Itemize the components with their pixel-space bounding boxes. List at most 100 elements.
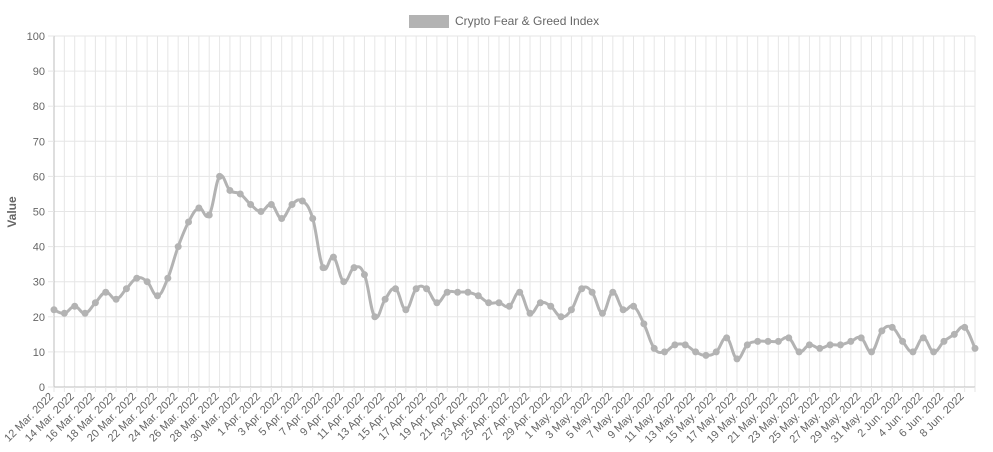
data-point bbox=[878, 327, 886, 335]
data-point bbox=[236, 190, 244, 198]
y-tick-label: 70 bbox=[33, 136, 45, 148]
data-point bbox=[526, 309, 534, 317]
data-point bbox=[71, 302, 79, 310]
data-point bbox=[278, 215, 286, 223]
data-point bbox=[661, 348, 669, 356]
data-point bbox=[143, 278, 151, 286]
data-point bbox=[360, 271, 368, 279]
data-point bbox=[50, 306, 58, 314]
data-point bbox=[774, 337, 782, 345]
data-point bbox=[60, 309, 68, 317]
data-point bbox=[816, 344, 824, 352]
data-point bbox=[971, 344, 979, 352]
data-point bbox=[567, 306, 575, 314]
legend-label[interactable]: Crypto Fear & Greed Index bbox=[455, 14, 599, 28]
data-point bbox=[454, 288, 462, 296]
data-point bbox=[588, 288, 596, 296]
data-point bbox=[464, 288, 472, 296]
data-point bbox=[785, 334, 793, 342]
data-point bbox=[640, 320, 648, 328]
data-point bbox=[423, 285, 431, 293]
data-point bbox=[474, 292, 482, 300]
data-point bbox=[754, 337, 762, 345]
data-point bbox=[619, 306, 627, 314]
data-point bbox=[133, 274, 141, 282]
data-point bbox=[205, 211, 213, 219]
data-point bbox=[930, 348, 938, 356]
data-point bbox=[402, 306, 410, 314]
data-point bbox=[153, 292, 161, 300]
data-point bbox=[805, 341, 813, 349]
data-point bbox=[899, 337, 907, 345]
y-tick-label: 40 bbox=[33, 242, 45, 254]
y-tick-label: 10 bbox=[33, 347, 45, 359]
data-point bbox=[557, 313, 565, 321]
data-point bbox=[102, 288, 110, 296]
y-axis-ticks: 0 10 20 30 40 50 60 70 80 90 100 bbox=[27, 31, 54, 394]
data-point bbox=[671, 341, 679, 349]
data-point bbox=[112, 295, 120, 303]
data-point bbox=[702, 351, 710, 359]
data-point bbox=[712, 348, 720, 356]
data-point bbox=[857, 334, 865, 342]
data-point bbox=[381, 295, 389, 303]
data-point bbox=[681, 341, 689, 349]
legend[interactable]: Crypto Fear & Greed Index bbox=[409, 14, 599, 28]
data-point bbox=[743, 341, 751, 349]
data-point bbox=[723, 334, 731, 342]
data-point bbox=[650, 344, 658, 352]
data-point bbox=[485, 299, 493, 307]
data-point bbox=[195, 204, 203, 212]
legend-swatch[interactable] bbox=[409, 15, 449, 28]
data-point bbox=[257, 208, 265, 215]
y-tick-label: 100 bbox=[27, 31, 45, 43]
data-point bbox=[288, 200, 296, 208]
data-point bbox=[412, 285, 420, 293]
series-line bbox=[52, 173, 977, 361]
data-point bbox=[868, 348, 876, 356]
data-points bbox=[50, 172, 979, 363]
data-point bbox=[319, 264, 327, 272]
data-point bbox=[578, 285, 586, 293]
y-tick-label: 20 bbox=[33, 312, 45, 324]
data-point bbox=[391, 285, 399, 293]
y-tick-label: 60 bbox=[33, 171, 45, 183]
data-point bbox=[847, 337, 855, 345]
data-point bbox=[919, 334, 927, 342]
data-point bbox=[495, 299, 503, 307]
data-point bbox=[536, 299, 544, 307]
data-point bbox=[185, 218, 193, 226]
data-point bbox=[547, 302, 555, 310]
grid bbox=[53, 35, 976, 388]
data-point bbox=[826, 341, 834, 349]
data-point bbox=[505, 302, 513, 310]
y-tick-label: 50 bbox=[33, 207, 45, 219]
data-point bbox=[733, 355, 741, 363]
data-point bbox=[609, 288, 617, 296]
data-point bbox=[91, 299, 99, 307]
data-point bbox=[940, 337, 948, 345]
y-tick-label: 90 bbox=[33, 66, 45, 78]
data-point bbox=[216, 172, 224, 180]
data-point bbox=[298, 197, 306, 205]
data-point bbox=[309, 215, 317, 223]
data-point bbox=[516, 288, 524, 296]
y-axis-title: Value bbox=[5, 196, 19, 228]
data-point bbox=[836, 341, 844, 349]
data-point bbox=[433, 299, 441, 307]
data-point bbox=[226, 186, 234, 194]
data-point bbox=[443, 288, 451, 296]
data-point bbox=[598, 309, 606, 317]
data-point bbox=[630, 302, 638, 310]
y-tick-label: 30 bbox=[33, 277, 45, 289]
y-tick-label: 0 bbox=[39, 382, 45, 394]
data-point bbox=[122, 285, 130, 293]
data-point bbox=[164, 274, 172, 282]
data-point bbox=[174, 243, 182, 251]
data-point bbox=[329, 253, 337, 261]
data-point bbox=[371, 313, 379, 321]
data-point bbox=[692, 348, 700, 356]
